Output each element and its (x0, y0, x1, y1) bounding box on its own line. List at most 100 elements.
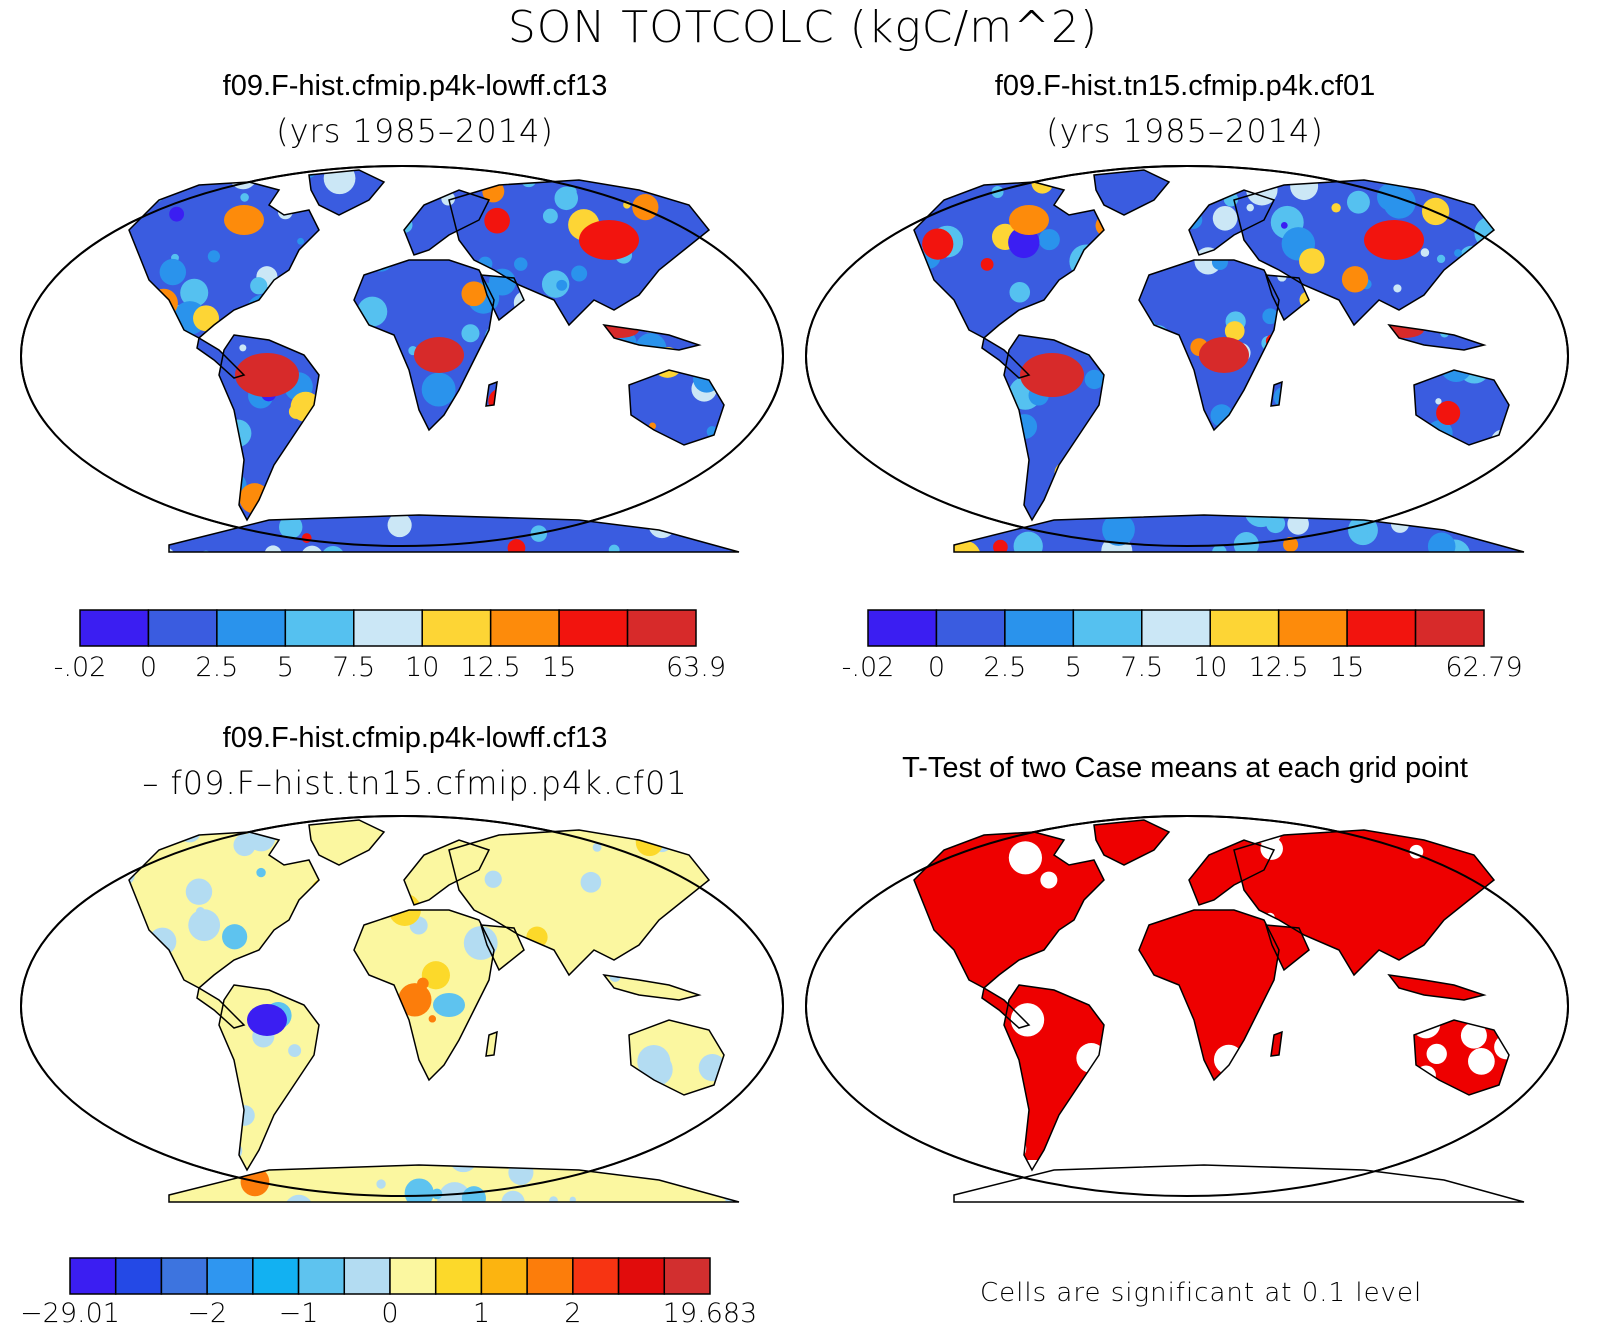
panel3-title: f09.F-hist.cfmip.p4k-lowff.cf13 (222, 722, 608, 754)
panel2-colorbar (867, 609, 1485, 647)
coastline (1188, 839, 1276, 906)
colorbar-tick-label: 2.5 (983, 652, 1027, 683)
coastline (981, 986, 1031, 1029)
map-layer (20, 815, 784, 1203)
colorbar-swatch (935, 609, 1006, 647)
colorbar-swatch (284, 609, 355, 647)
colorbar-tick-label: 5 (276, 652, 294, 683)
coastline (602, 973, 702, 1001)
map-layer (20, 165, 784, 553)
coastline (953, 1164, 1525, 1203)
coastline (218, 334, 320, 522)
colorbar-tick-label: 0 (139, 652, 158, 683)
panel2-title: f09.F-hist.tn15.cfmip.p4k.cf01 (994, 70, 1376, 102)
coastline (448, 829, 711, 977)
main-title: SON TOTCOLC (kgC/m^2) (507, 2, 1099, 53)
panel3-colorbar (69, 1257, 711, 1295)
significance-note: Cells are significant at 0.1 level (980, 1278, 1423, 1308)
colorbar-tick-label: 19.683 (662, 1298, 758, 1329)
coastline (981, 336, 1031, 379)
coastline (1264, 274, 1310, 322)
colorbar-swatch (1072, 609, 1143, 647)
colorbar-tick-label: 2 (564, 1298, 582, 1329)
coastline (1138, 259, 1280, 432)
colorbar-swatch (297, 1257, 346, 1295)
coastline (196, 986, 246, 1029)
coastline (628, 1019, 725, 1096)
coastline (168, 1164, 740, 1203)
colorbar-swatch (147, 609, 218, 647)
coastline (628, 369, 725, 446)
coastline (479, 274, 525, 322)
panel2-subtitle: (yrs 1985–2014) (1046, 112, 1324, 150)
colorbar-swatch (434, 1257, 483, 1295)
colorbar-tick-label: 0 (927, 652, 946, 683)
colorbar-swatch (480, 1257, 528, 1295)
panel1-colorbar (79, 609, 697, 647)
colorbar-swatch (489, 609, 560, 647)
colorbar-tick-label: 10 (405, 652, 440, 683)
colorbar-swatch (79, 609, 150, 647)
coastline (913, 181, 1105, 339)
panel4-title: T-Test of two Case means at each grid po… (902, 752, 1468, 784)
colorbar-swatch (626, 609, 697, 647)
colorbar-tick-label: 12.5 (1248, 652, 1309, 683)
panel3-subtitle: – f09.F–hist.tn15.cfmip.p4k.cf01 (142, 764, 688, 802)
coastline (218, 984, 320, 1172)
coastline (1270, 1030, 1283, 1057)
coastline (1093, 819, 1171, 866)
colorbar-swatch (353, 609, 423, 647)
coastline (1138, 909, 1280, 1082)
coastline (913, 831, 1105, 989)
colorbar-tick-label: 15 (1329, 652, 1365, 683)
colorbar-swatch (572, 1257, 620, 1295)
colorbar-tick-label: −1 (278, 1298, 319, 1329)
coastline (1413, 1019, 1510, 1096)
coastline (308, 169, 386, 216)
coastline (479, 924, 525, 972)
colorbar-tick-label: 1 (472, 1298, 491, 1329)
panel3-map (20, 815, 784, 1203)
map-layer (805, 815, 1569, 1203)
colorbar-tick-label: −29.01 (20, 1298, 120, 1329)
coastline (353, 259, 495, 432)
coastline (1270, 380, 1283, 407)
colorbar-swatch (114, 1257, 163, 1295)
coastline (403, 839, 491, 906)
colorbar-swatch (389, 1257, 437, 1295)
colorbar-swatch (1414, 609, 1485, 647)
colorbar-swatch (69, 1257, 117, 1295)
coastline (1188, 189, 1276, 256)
colorbar-swatch (421, 609, 492, 647)
colorbar-swatch (160, 1257, 208, 1295)
colorbar-tick-label: 62.79 (1445, 652, 1523, 683)
coastline (1003, 334, 1105, 522)
colorbar-tick-label: 2.5 (195, 652, 239, 683)
panel2-map (805, 165, 1569, 553)
panel1-subtitle: (yrs 1985–2014) (276, 112, 554, 150)
colorbar-tick-label: 5 (1064, 652, 1082, 683)
coastline (308, 819, 386, 866)
coastline (485, 1030, 498, 1057)
coastline (168, 514, 740, 553)
colorbar-tick-label: 7.5 (332, 652, 376, 683)
colorbar-swatch (617, 1257, 666, 1295)
colorbar-swatch (1346, 609, 1417, 647)
coastline (1264, 924, 1310, 972)
panel1-title: f09.F-hist.cfmip.p4k-lowff.cf13 (222, 70, 608, 102)
map-layer (805, 165, 1569, 553)
coastline (353, 909, 495, 1082)
colorbar-swatch (1277, 609, 1348, 647)
coastline (1093, 169, 1171, 216)
coastline (1233, 829, 1496, 977)
coastline (196, 336, 246, 379)
coastline (1413, 369, 1510, 446)
colorbar-tick-label: 12.5 (460, 652, 521, 683)
coastline (1387, 973, 1487, 1001)
colorbar-swatch (216, 609, 287, 647)
coastline (1003, 984, 1105, 1172)
colorbar-swatch (343, 1257, 391, 1295)
colorbar-swatch (252, 1257, 300, 1295)
colorbar-tick-label: 15 (541, 652, 577, 683)
colorbar-tick-label: -.02 (53, 652, 107, 683)
